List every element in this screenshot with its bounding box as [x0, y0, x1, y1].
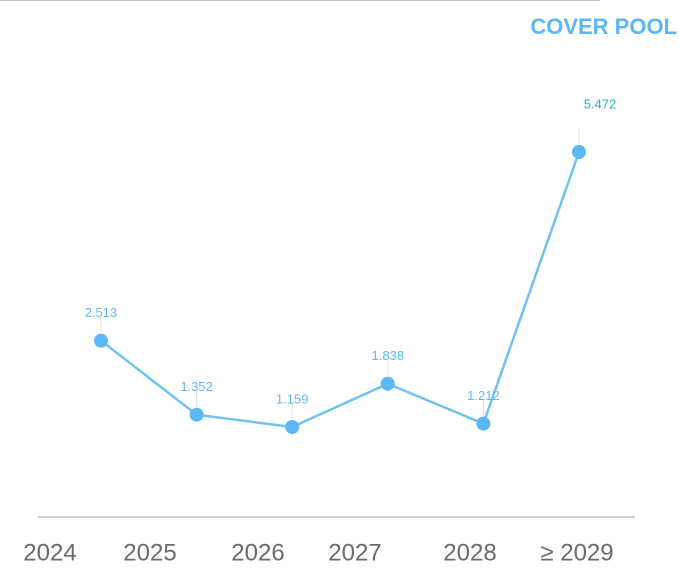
point — [285, 420, 300, 434]
x-tick-label: 2028 — [443, 539, 496, 566]
point — [476, 416, 491, 431]
point — [572, 145, 586, 159]
data-label: 1.159 — [276, 391, 309, 406]
chart-title: COVER POOL — [530, 14, 677, 39]
data-label: 1.838 — [372, 348, 405, 363]
data-label: 2.513 — [85, 305, 118, 320]
data-label: 5.472 — [584, 96, 617, 111]
point — [94, 333, 108, 348]
data-label: 1.352 — [180, 379, 213, 394]
point — [380, 376, 395, 391]
x-tick-label: ≥ 2029 — [540, 539, 613, 566]
x-tick-label: 2024 — [23, 539, 76, 566]
data-label: 1.212 — [467, 388, 500, 403]
x-tick-label: 2026 — [231, 539, 284, 566]
x-tick-label: 2025 — [123, 539, 176, 566]
point — [189, 407, 204, 422]
x-tick-label: 2027 — [328, 539, 381, 566]
series-line — [100, 151, 581, 429]
